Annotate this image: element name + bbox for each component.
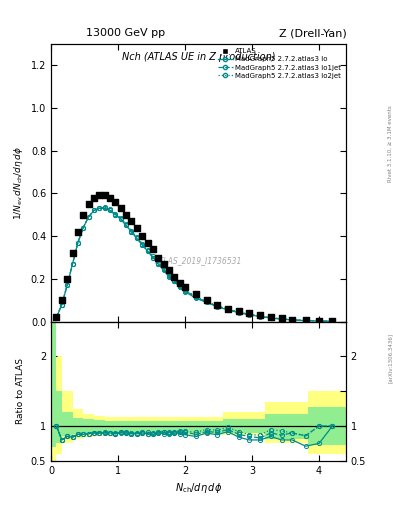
Point <box>75 228 81 236</box>
X-axis label: $N_{\rm ch}/d\eta\,d\phi$: $N_{\rm ch}/d\eta\,d\phi$ <box>175 481 222 495</box>
Point <box>257 311 263 319</box>
Point <box>101 191 108 200</box>
Point <box>171 273 178 281</box>
Point <box>96 191 103 200</box>
Point <box>59 296 65 305</box>
Text: Z (Drell-Yan): Z (Drell-Yan) <box>279 28 347 38</box>
Y-axis label: Ratio to ATLAS: Ratio to ATLAS <box>16 358 25 424</box>
Point <box>134 223 140 231</box>
Point <box>112 198 119 206</box>
Text: ATLAS_2019_I1736531: ATLAS_2019_I1736531 <box>155 256 242 265</box>
Point <box>329 317 336 325</box>
Text: Rivet 3.1.10, ≥ 3.1M events: Rivet 3.1.10, ≥ 3.1M events <box>388 105 393 182</box>
Point <box>225 305 231 313</box>
Point <box>316 317 322 325</box>
Point <box>123 210 129 219</box>
Point <box>53 313 60 322</box>
Point <box>129 217 135 225</box>
Point <box>303 316 309 324</box>
Point <box>80 210 86 219</box>
Text: Nch (ATLAS UE in Z production): Nch (ATLAS UE in Z production) <box>122 52 275 62</box>
Point <box>160 260 167 268</box>
Point <box>176 279 183 287</box>
Point <box>193 290 199 298</box>
Point <box>144 239 151 247</box>
Point <box>278 314 285 323</box>
Text: 13000 GeV pp: 13000 GeV pp <box>86 28 165 38</box>
Point <box>166 266 172 274</box>
Point <box>182 283 188 291</box>
Point <box>64 275 70 283</box>
Point <box>155 253 162 262</box>
Point <box>139 232 145 240</box>
Point <box>91 194 97 202</box>
Point <box>203 296 209 305</box>
Legend: ATLAS, MadGraph5 2.7.2.atlas3 lo, MadGraph5 2.7.2.atlas3 lo1jet, MadGraph5 2.7.2: ATLAS, MadGraph5 2.7.2.atlas3 lo, MadGra… <box>216 47 342 80</box>
Point <box>70 249 76 258</box>
Y-axis label: $1/N_{\rm ev}\,dN_{\rm ch}/d\eta\,d\phi$: $1/N_{\rm ev}\,dN_{\rm ch}/d\eta\,d\phi$ <box>12 145 25 220</box>
Point <box>85 200 92 208</box>
Point <box>150 245 156 253</box>
Point <box>246 309 253 317</box>
Point <box>268 313 274 322</box>
Point <box>214 301 220 309</box>
Point <box>235 307 242 315</box>
Point <box>118 204 124 212</box>
Point <box>107 194 113 202</box>
Point <box>289 315 296 324</box>
Text: [arXiv:1306.3436]: [arXiv:1306.3436] <box>388 333 393 383</box>
